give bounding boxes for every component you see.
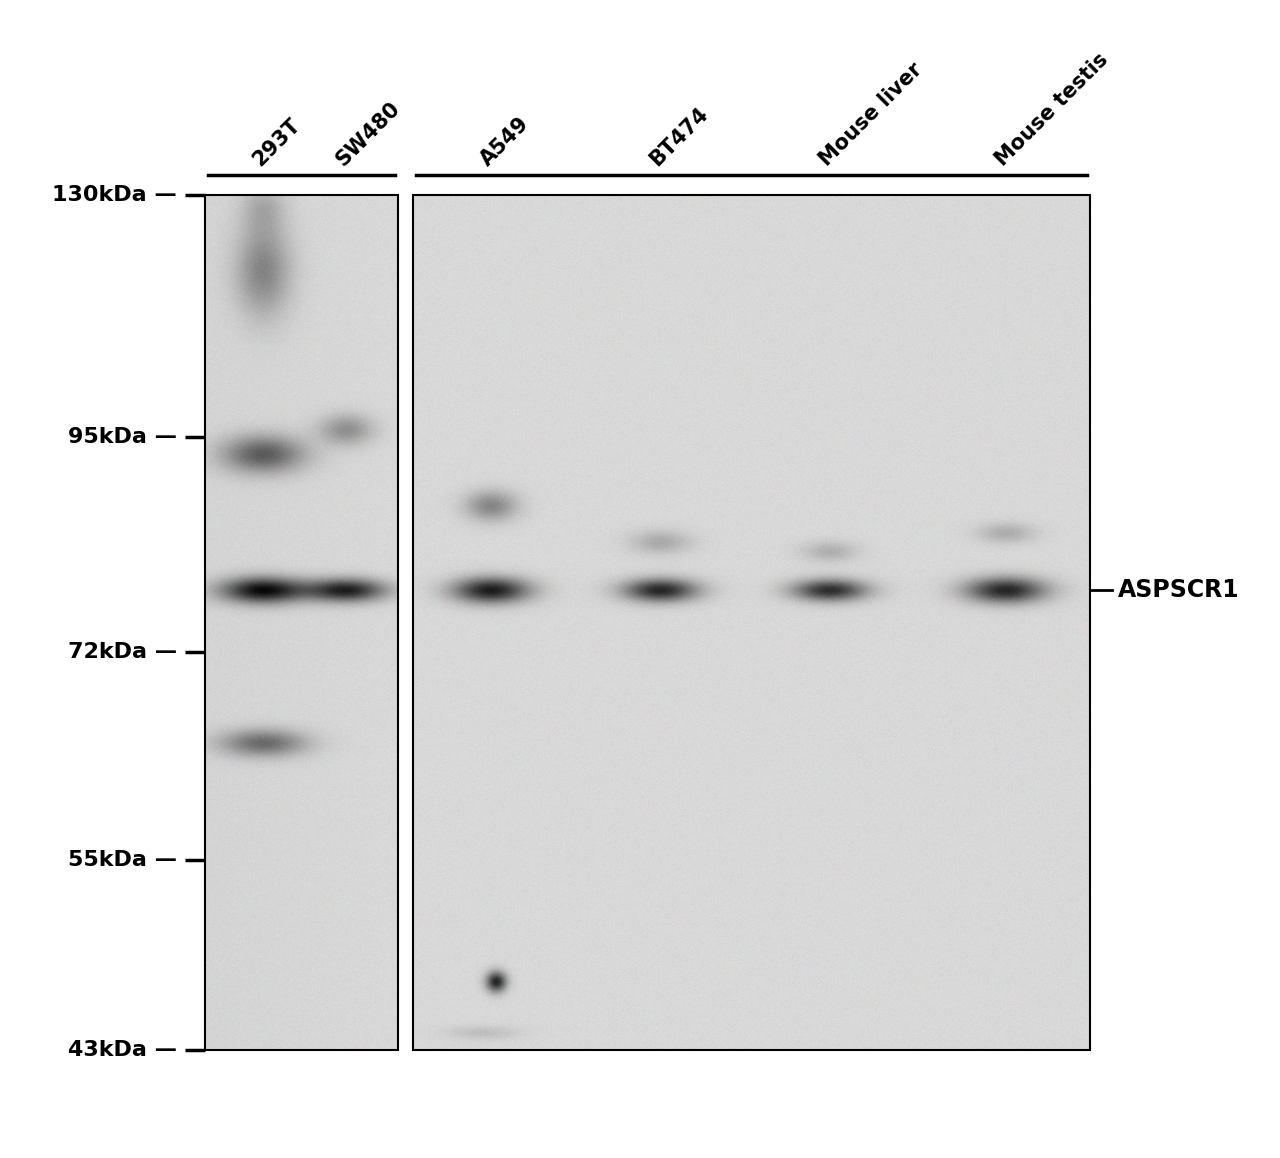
Text: SW480: SW480 <box>332 98 403 170</box>
Text: A549: A549 <box>476 113 534 170</box>
Bar <box>413 195 1091 1050</box>
Text: Mouse liver: Mouse liver <box>815 59 925 170</box>
Text: 55kDa —: 55kDa — <box>68 850 177 870</box>
Text: 72kDa —: 72kDa — <box>68 642 177 661</box>
Text: ASPSCR1: ASPSCR1 <box>1117 578 1239 602</box>
Text: 95kDa —: 95kDa — <box>68 427 177 447</box>
Bar <box>205 195 398 1050</box>
Text: Mouse testis: Mouse testis <box>991 50 1112 170</box>
Text: BT474: BT474 <box>646 104 712 170</box>
Text: 130kDa —: 130kDa — <box>52 185 177 205</box>
Text: 293T: 293T <box>248 115 303 170</box>
Text: 43kDa —: 43kDa — <box>68 1040 177 1060</box>
